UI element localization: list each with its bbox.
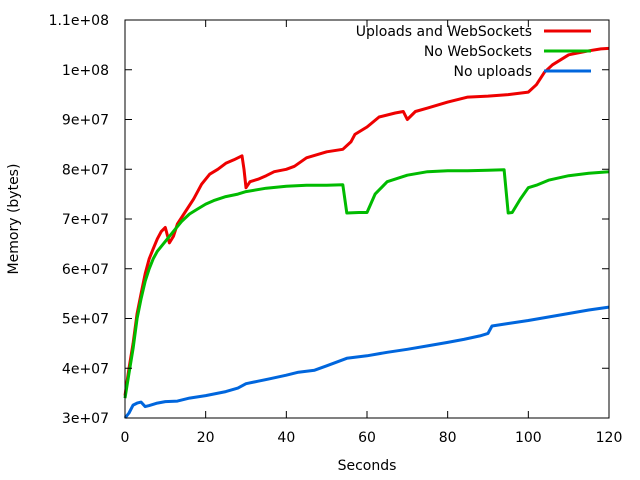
x-tick-label: 80 [439, 430, 457, 446]
x-tick-label: 0 [121, 430, 130, 446]
series-line-2 [123, 305, 610, 419]
y-tick-label: 1.1e+08 [49, 13, 109, 29]
y-tick-label: 1e+08 [62, 63, 109, 79]
x-tick-label: 20 [197, 430, 215, 446]
x-tick-label: 120 [596, 430, 623, 446]
y-tick-label: 5e+07 [62, 312, 109, 328]
x-tick-label: 60 [358, 430, 376, 446]
y-tick-label: 7e+07 [62, 212, 109, 228]
y-tick-label: 8e+07 [62, 162, 109, 178]
x-axis-title: Seconds [338, 458, 397, 474]
axis-ticks [124, 19, 610, 419]
legend-label: Uploads and WebSockets [356, 24, 532, 40]
legend-label: No WebSockets [424, 44, 532, 60]
x-tick-label: 40 [277, 430, 295, 446]
x-axis-tick-labels: 0 20 40 60 80 100 120 [121, 430, 623, 446]
series-line-0 [123, 46, 610, 396]
y-axis-tick-labels: 3e+07 4e+07 5e+07 6e+07 7e+07 8e+07 9e+07 1e+08… [49, 13, 109, 427]
legend: Uploads and WebSockets No WebSockets No up… [356, 24, 591, 80]
y-axis-title: Memory (bytes) [6, 164, 22, 275]
x-tick-label: 100 [515, 430, 542, 446]
series-line-1 [123, 168, 610, 399]
plot-frame [124, 19, 610, 419]
legend-label: No uploads [454, 64, 532, 80]
plot-lines [123, 46, 610, 419]
y-tick-label: 3e+07 [62, 411, 109, 427]
y-tick-label: 6e+07 [62, 262, 109, 278]
y-tick-label: 9e+07 [62, 113, 109, 129]
y-tick-label: 4e+07 [62, 361, 109, 377]
